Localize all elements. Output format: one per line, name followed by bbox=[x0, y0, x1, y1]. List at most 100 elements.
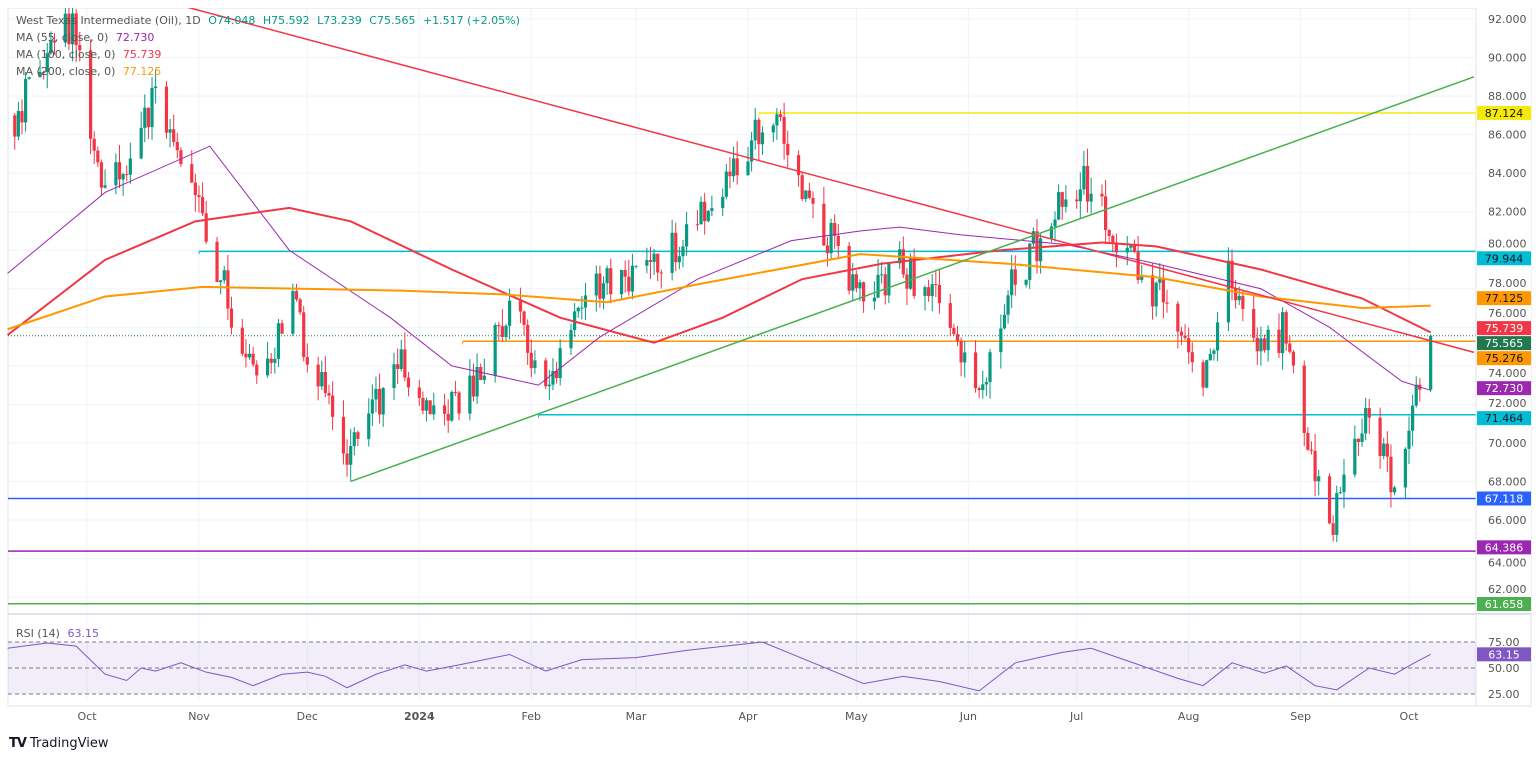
candle-body bbox=[822, 203, 826, 246]
rsi-legend[interactable]: RSI (14) 63.15 bbox=[16, 627, 103, 640]
ma100-label: MA (100, close, 0) bbox=[16, 48, 116, 61]
candle-body bbox=[16, 111, 20, 137]
candle-body bbox=[114, 162, 118, 186]
candle-body bbox=[1078, 189, 1082, 202]
moving-average-line bbox=[6, 206, 1432, 344]
candle-body bbox=[1255, 337, 1259, 352]
ma200-value: 77.125 bbox=[122, 65, 162, 78]
candle-body bbox=[948, 303, 952, 328]
candle-body bbox=[652, 253, 656, 262]
candle-body bbox=[38, 71, 42, 78]
time-tick-label: May bbox=[845, 710, 868, 723]
trendline bbox=[180, 4, 1475, 354]
candle-body bbox=[1266, 329, 1270, 351]
candle-body bbox=[526, 324, 530, 353]
candle-body bbox=[1190, 352, 1194, 363]
candle-body bbox=[240, 327, 244, 354]
rsi-tick-label: 25.00 bbox=[1488, 688, 1520, 701]
candle-body bbox=[609, 268, 613, 295]
candle-body bbox=[1053, 219, 1057, 227]
ohlc-close: C75.565 bbox=[369, 14, 416, 27]
candle-body bbox=[370, 399, 374, 414]
price-badge bbox=[1477, 597, 1531, 611]
time-tick-label: Jul bbox=[1069, 710, 1083, 723]
candle-body bbox=[1226, 260, 1230, 323]
time-tick-label: Apr bbox=[738, 710, 758, 723]
ma100-legend[interactable]: MA (100, close, 0) 75.739 bbox=[16, 48, 165, 61]
candle-body bbox=[1100, 193, 1104, 197]
candle-body bbox=[1309, 449, 1314, 451]
candle-body bbox=[1382, 443, 1386, 456]
candle-body bbox=[269, 358, 273, 363]
price-tick-label: 78.000 bbox=[1488, 277, 1527, 290]
candle-body bbox=[1414, 384, 1418, 406]
candle-body bbox=[1161, 279, 1165, 303]
price-tick-label: 66.000 bbox=[1488, 514, 1527, 527]
candle-body bbox=[670, 232, 674, 273]
time-tick-label: Mar bbox=[626, 710, 647, 723]
price-badge-label: 72.730 bbox=[1485, 382, 1524, 395]
candle-body bbox=[432, 405, 436, 415]
candle-body bbox=[731, 158, 736, 177]
candle-body bbox=[833, 222, 837, 236]
time-tick-label: Dec bbox=[297, 710, 318, 723]
ohlc-high: H75.592 bbox=[262, 14, 310, 27]
time-tick-label: Feb bbox=[522, 710, 541, 723]
candle-body bbox=[280, 323, 284, 334]
candle-body bbox=[421, 397, 425, 411]
candle-body bbox=[908, 257, 913, 289]
price-badge-label: 75.565 bbox=[1485, 337, 1524, 350]
brand-name: TradingView bbox=[29, 736, 109, 751]
ma55-legend[interactable]: MA (55, close, 0) 72.730 bbox=[16, 31, 158, 44]
candle-body bbox=[52, 40, 57, 43]
time-tick-label: Oct bbox=[1399, 710, 1419, 723]
candle-body bbox=[594, 273, 598, 296]
candle-body bbox=[298, 299, 302, 313]
candle-body bbox=[1187, 338, 1191, 353]
candle-body bbox=[1280, 312, 1285, 354]
candle-body bbox=[1176, 303, 1180, 332]
rsi-value: 63.15 bbox=[67, 627, 99, 640]
candle-body bbox=[533, 360, 537, 369]
candle-body bbox=[482, 375, 486, 380]
candle-body bbox=[703, 201, 707, 222]
price-badge bbox=[1477, 321, 1531, 336]
candle-body bbox=[453, 391, 458, 393]
candle-body bbox=[193, 182, 197, 196]
candle-body bbox=[1129, 245, 1133, 248]
rsi-tick-label: 75.00 bbox=[1488, 636, 1520, 649]
candle-body bbox=[1277, 329, 1281, 354]
candle-body bbox=[229, 308, 234, 328]
candle-body bbox=[172, 129, 176, 142]
time-tick-label: Aug bbox=[1178, 710, 1199, 723]
candle-body bbox=[1230, 260, 1234, 289]
candle-body bbox=[558, 348, 562, 379]
ma200-legend[interactable]: MA (200, close, 0) 77.125 bbox=[16, 65, 165, 78]
candle-body bbox=[1338, 492, 1342, 494]
candle-body bbox=[630, 265, 635, 292]
candle-body bbox=[316, 364, 320, 387]
candle-body bbox=[341, 416, 346, 454]
tradingview-logo-icon: TV bbox=[9, 736, 27, 751]
candle-body bbox=[1132, 245, 1137, 253]
candle-body bbox=[255, 364, 259, 376]
candle-body bbox=[955, 334, 960, 342]
time-tick-label: 2024 bbox=[404, 710, 435, 723]
candle-body bbox=[92, 138, 96, 151]
candle-body bbox=[27, 77, 31, 79]
candle-body bbox=[20, 111, 24, 123]
moving-average-line bbox=[7, 253, 1431, 331]
tradingview-logo[interactable]: TV TradingView bbox=[9, 736, 108, 751]
ma55-label: MA (55, close, 0) bbox=[16, 31, 109, 44]
candle-body bbox=[619, 270, 624, 295]
candle-body bbox=[836, 235, 840, 246]
moving-average-line bbox=[7, 145, 1431, 391]
ohlc-change: +1.517 (+2.05%) bbox=[422, 14, 520, 27]
candle-body bbox=[1331, 523, 1335, 535]
ohlc-open: O74.048 bbox=[208, 14, 256, 27]
candle-body bbox=[70, 13, 75, 45]
candle-body bbox=[13, 115, 17, 137]
candle-body bbox=[522, 311, 526, 325]
candle-body bbox=[1111, 235, 1115, 244]
